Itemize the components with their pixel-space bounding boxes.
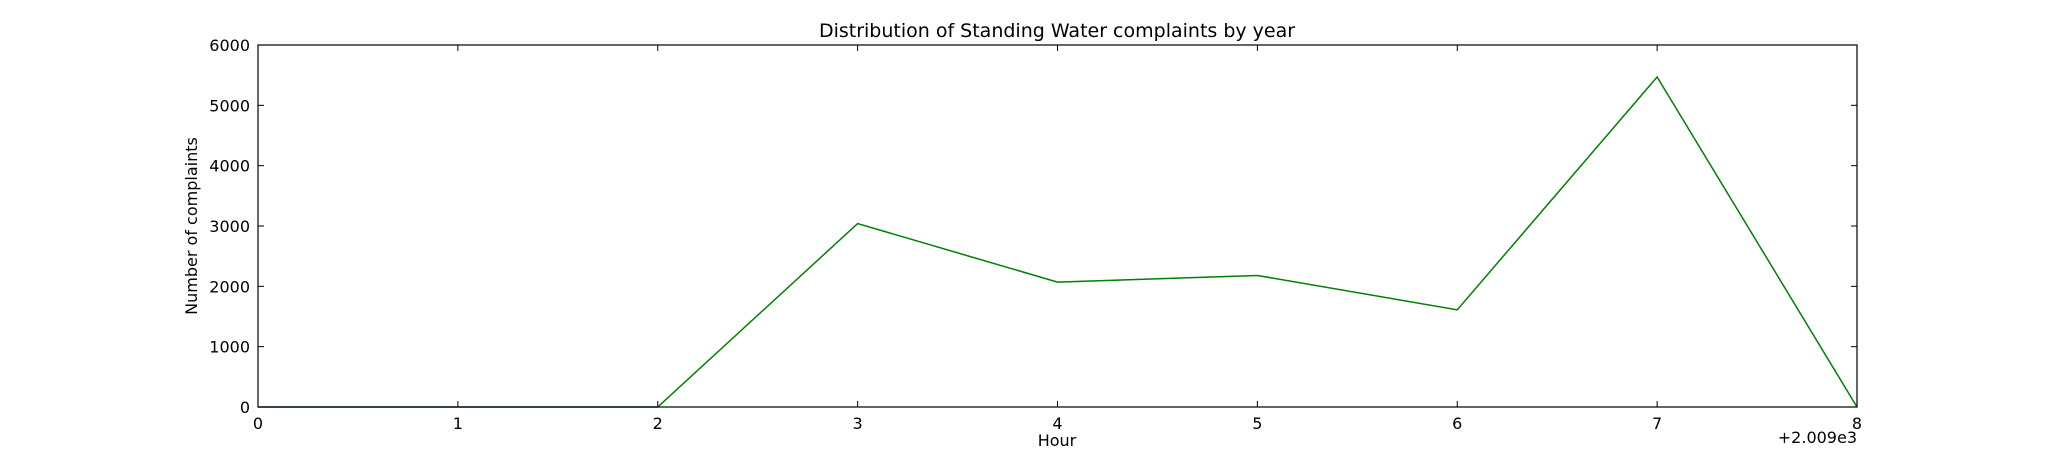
x-tick-label: 0 xyxy=(253,414,263,433)
x-tick-label: 2 xyxy=(653,414,663,433)
y-tick-label: 3000 xyxy=(209,217,250,236)
x-axis-title: Hour xyxy=(1038,431,1077,450)
chart-title: Distribution of Standing Water complaint… xyxy=(819,20,1295,42)
x-axis-offset-label: +2.009e3 xyxy=(1778,428,1857,447)
x-tick-label: 1 xyxy=(453,414,463,433)
y-tick-label: 1000 xyxy=(209,338,250,357)
y-tick-label: 4000 xyxy=(209,157,250,176)
y-axis-title: Number of complaints xyxy=(182,137,201,315)
series-line xyxy=(258,75,1858,408)
y-tick-label: 6000 xyxy=(209,36,250,55)
x-tick-label: 3 xyxy=(853,414,863,433)
x-tick-label: 8 xyxy=(1852,414,1862,433)
x-tick-label: 4 xyxy=(1052,414,1062,433)
x-tick-label: 5 xyxy=(1252,414,1262,433)
y-tick-label: 2000 xyxy=(209,277,250,296)
x-tick-label: 6 xyxy=(1452,414,1462,433)
y-tick-label: 5000 xyxy=(209,96,250,115)
plot-frame xyxy=(257,44,1858,408)
x-tick-label: 7 xyxy=(1652,414,1662,433)
y-tick-label: 0 xyxy=(240,398,250,417)
